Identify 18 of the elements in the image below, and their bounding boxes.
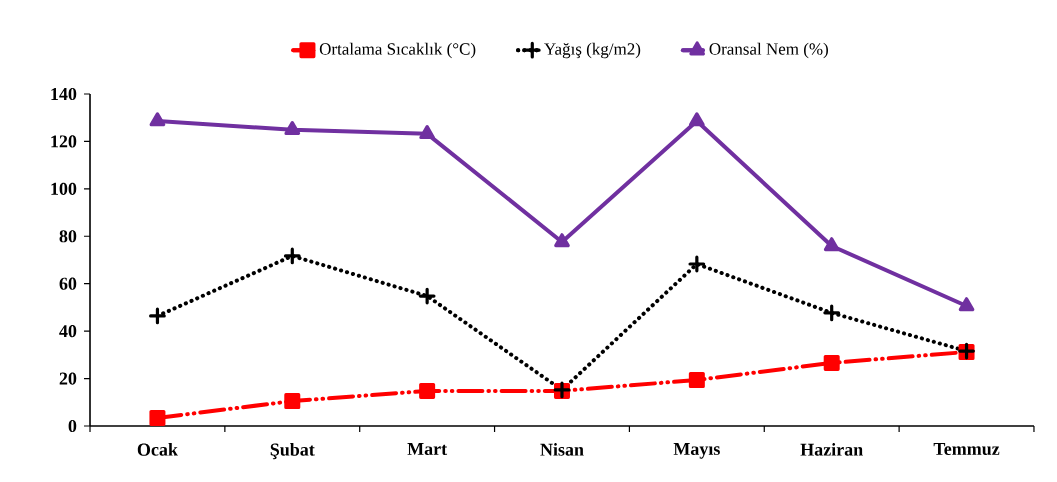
- x-tick-label: Nisan: [540, 443, 584, 456]
- y-tick-label: 40: [59, 325, 77, 338]
- y-tick-label: 140: [51, 87, 77, 101]
- x-tick-label: Ocak: [137, 443, 178, 456]
- x-tick-label: Temmuz: [933, 443, 1000, 456]
- x-tick-label: Haziran: [800, 443, 863, 456]
- legend-label: Yağış (kg/m2): [544, 42, 641, 59]
- y-tick-label: 120: [51, 135, 77, 148]
- legend-label: Ortalama Sıcaklık (°C): [319, 42, 476, 59]
- legend-label: Oransal Nem (%): [709, 42, 828, 59]
- x-tick-label: Mart: [407, 443, 448, 456]
- y-tick-label: 100: [51, 182, 77, 195]
- y-tick-label: 80: [59, 230, 77, 243]
- x-tick-label: Şubat: [270, 443, 315, 460]
- y-tick-label: 0: [68, 419, 77, 433]
- y-tick-label: 20: [59, 372, 77, 385]
- y-tick-label: 60: [59, 277, 77, 290]
- x-tick-label: Mayıs: [673, 443, 720, 459]
